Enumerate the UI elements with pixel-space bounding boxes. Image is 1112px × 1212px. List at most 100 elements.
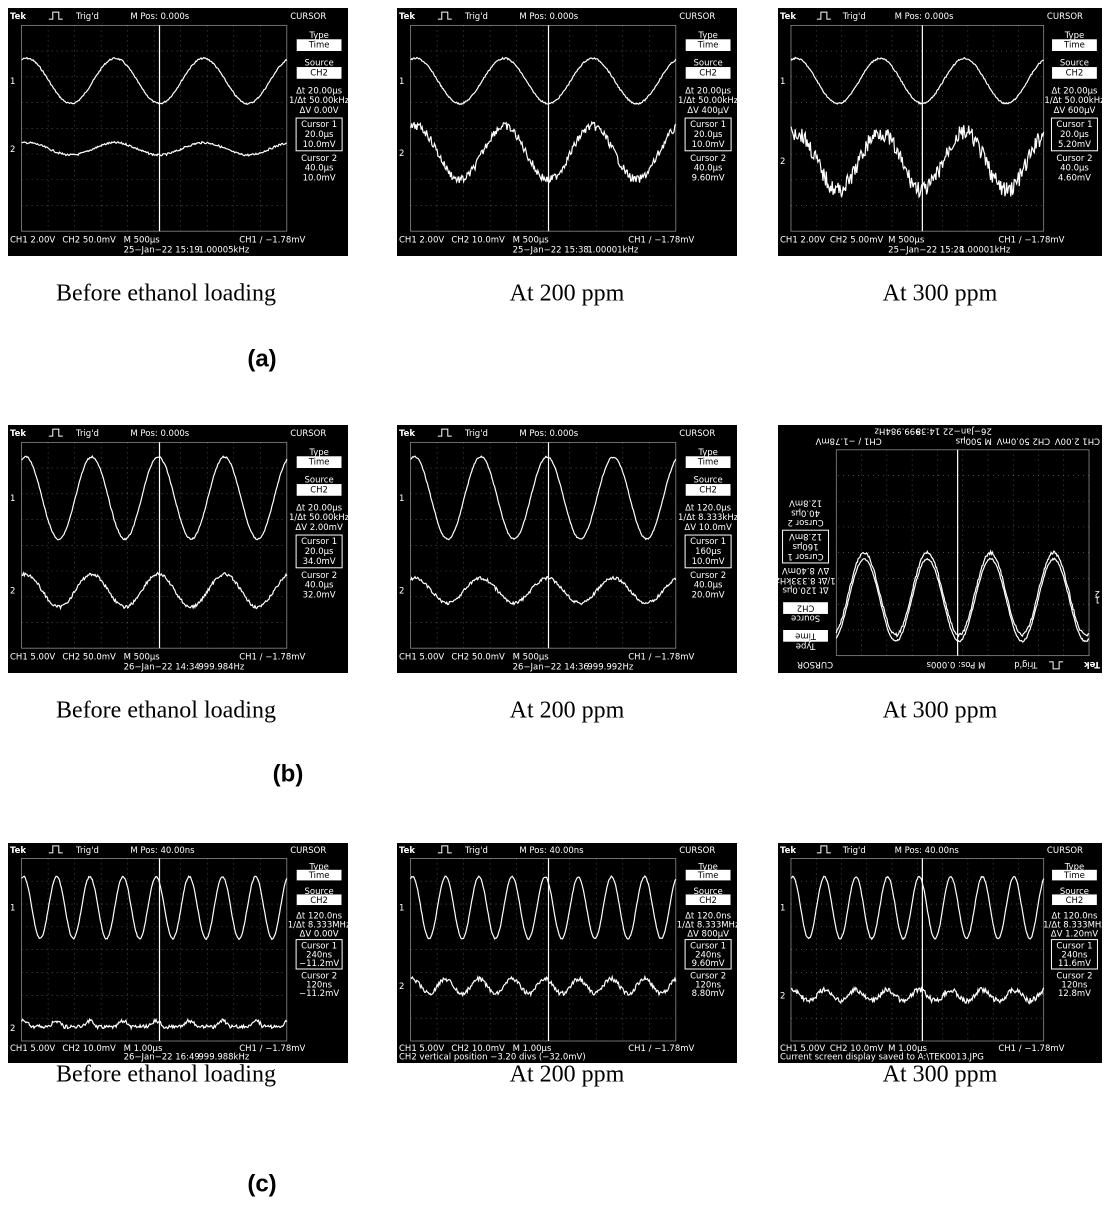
side-text: CH2 [1066,896,1084,906]
channel-marker: 1 [10,494,15,504]
header-text: M Pos: 40.00ns [895,846,960,856]
caption: At 200 ppm [510,281,625,307]
side-text: Source [304,59,333,69]
caption: At 300 ppm [883,1062,998,1088]
channel-marker: 2 [10,145,15,155]
channel-marker: 1 [399,904,404,914]
side-text: Type [308,448,329,458]
footer-text: CH2 50.0mV [997,436,1051,446]
side-text: Cursor 1 [788,551,824,561]
side-text: Cursor 2 [690,154,726,164]
header-text: CURSOR [1047,12,1083,22]
header-text: CURSOR [679,12,715,22]
side-text: Cursor 1 [690,120,726,130]
header-text: CURSOR [1047,846,1083,856]
channel-marker: 1 [10,77,15,87]
channel-marker: 2 [10,1024,15,1034]
channel-marker: 2 [10,587,15,597]
header-text: Trig'd [464,429,488,439]
header-text: Tek [780,846,796,856]
side-text: CH2 [1066,68,1084,78]
side-text: 12.8mV [1058,989,1091,999]
side-text: 8.80mV [692,989,725,999]
side-text: Δt 20.00µs [1051,86,1098,96]
caption: Before ethanol loading [56,281,276,307]
oscilloscope-screen: 12TekTrig'dM Pos: 0.000sCURSORTypeTimeSo… [8,8,350,256]
oscilloscope-screen: 12TekTrig'dM Pos: 40.00nsCURSORTypeTimeS… [778,843,1106,1063]
side-text: Time [697,458,719,468]
side-text: 40.0µs [1060,164,1089,174]
side-text: Cursor 2 [1056,154,1092,164]
side-text: Δt 120.0µs [782,585,829,595]
side-text: ΔV 1.20mV [1051,929,1099,939]
footer-text: 1.00005kHz [198,245,249,255]
footer-text: 25−Jan−22 15:28 [888,245,964,255]
side-text: 12.8mV [789,497,822,507]
channel-marker: 1 [10,904,15,914]
footer-text: CH1 5.00V [10,1044,55,1054]
header-text: Tek [10,429,26,439]
side-text: Cursor 2 [301,571,337,581]
side-text: 20.0µs [305,130,334,140]
side-text: 9.60mV [692,959,725,969]
footer-text: CH1 2.00V [1055,436,1100,446]
side-text: Source [791,612,820,622]
side-text: Time [308,41,330,51]
header-text: M Pos: 0.000s [130,12,189,22]
side-text: 40.0µs [791,507,820,517]
side-text: 20.0µs [305,547,334,557]
side-text: 40.0µs [694,581,723,591]
side-text: Cursor 2 [788,517,824,527]
channel-marker: 2 [399,982,404,992]
side-text: Δt 120.0µs [685,503,732,513]
header-text: Tek [780,12,796,22]
oscilloscope-screen: 12TekTrig'dM Pos: 0.000sCURSORTypeTimeSo… [397,8,739,256]
side-text: Cursor 1 [301,537,337,547]
side-text: 9.60mV [692,174,725,184]
side-text: Type [1064,31,1085,41]
header-text: M Pos: 0.000s [895,12,954,22]
side-text: Source [1060,59,1089,69]
footer-text: M 500µs [955,436,992,446]
footer-text: CH1 2.00V [780,235,825,245]
side-text: Δt 20.00µs [685,86,732,96]
side-text: Source [693,59,722,69]
side-text: ΔV 8.40mV [782,565,830,575]
header-text: Tek [399,12,415,22]
side-text: 10.0mV [303,174,336,184]
side-text: ΔV 800µV [687,929,729,939]
caption: Before ethanol loading [56,698,276,724]
header-text: Trig'd [842,12,866,22]
oscilloscope-screen: 12TekTrig'dM Pos: 0.000sCURSORTypeTimeSo… [8,425,350,673]
footer-text: 1.00001kHz [959,245,1010,255]
footer-text: CH2 10.0mV [62,1044,116,1054]
side-text: 5.20mV [1058,140,1091,150]
side-text: Cursor 1 [1056,120,1092,130]
side-text: 4.60mV [1058,174,1091,184]
channel-marker: 2 [780,991,785,1001]
header-text: Trig'd [464,846,488,856]
side-text: 34.0mV [303,557,336,567]
side-text: 32.0mV [303,591,336,601]
side-text: Δt 20.00µs [296,503,343,513]
footer-text: CH1 ∕ −1.78mV [628,652,694,662]
footer-text: 25−Jan−22 15:19 [124,245,200,255]
side-text: Time [308,871,330,881]
side-text: Cursor 2 [690,571,726,581]
side-text: 20.0µs [1060,130,1089,140]
side-text: 1/Δt 50.00kHz [1044,96,1105,106]
footer-text: 999.992Hz [587,662,634,672]
side-text: CH2 [699,485,717,495]
side-text: 1/Δt 50.00kHz [289,513,350,523]
footer-text: CH1 5.00V [399,652,444,662]
footer-text: 25−Jan−22 15:38 [513,245,589,255]
channel-marker: 2 [780,157,785,167]
side-text: Type [697,448,718,458]
footer-text: 999.984Hz [198,662,245,672]
footer-text: M 500µs [124,652,161,662]
channel-marker: 2 [1095,588,1100,598]
footer-text: 26−Jan−22 14:36 [513,662,589,672]
header-text: Trig'd [1014,659,1038,669]
footer-text: M 500µs [513,235,550,245]
